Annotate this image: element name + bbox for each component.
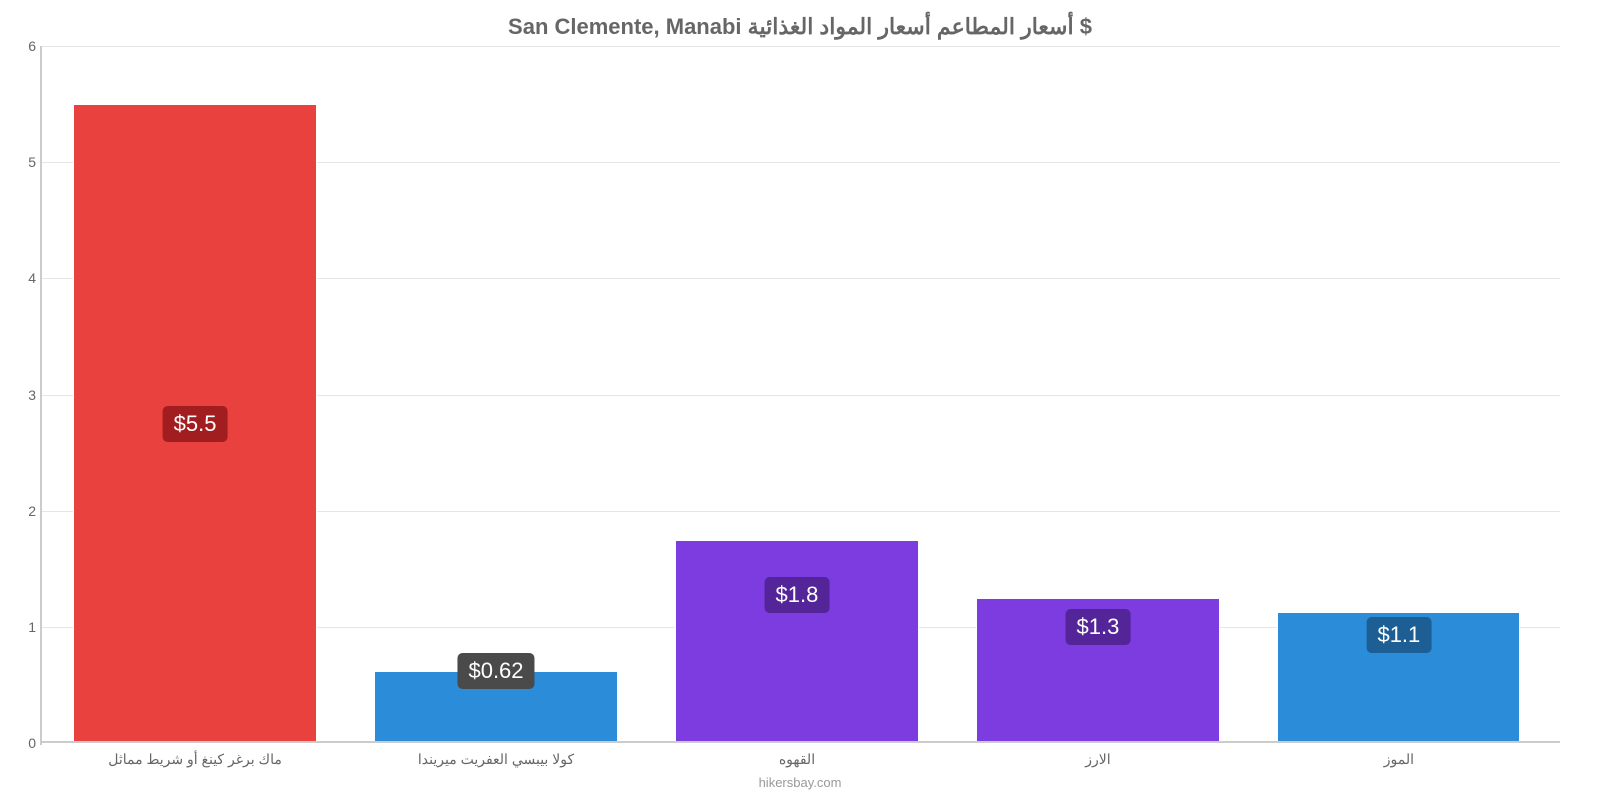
y-tick-label: 6 <box>28 38 36 54</box>
value-label: $5.5 <box>163 406 228 442</box>
chart-container: San Clemente, Manabi أسعار المطاعم أسعار… <box>0 0 1600 800</box>
y-tick-label: 2 <box>28 503 36 519</box>
y-tick-label: 3 <box>28 387 36 403</box>
bars-layer: $5.5 $0.62 $1.8 $1.3 $1.1 <box>40 46 1560 743</box>
y-axis-line <box>40 46 42 745</box>
x-tick-label: الارز <box>1085 751 1110 768</box>
x-tick-label: القهوه <box>779 751 815 768</box>
y-tick-label: 0 <box>28 735 36 751</box>
chart-credit: hikersbay.com <box>0 775 1600 800</box>
y-tick-label: 1 <box>28 619 36 635</box>
value-label: $1.3 <box>1065 609 1130 645</box>
x-axis-line <box>40 741 1560 743</box>
x-tick-label: كولا بيبسي العفريت ميريندا <box>418 751 574 768</box>
value-label: $1.8 <box>765 577 830 613</box>
bar <box>675 540 918 743</box>
x-axis-labels: ماك برغر كينغ أو شريط مماثل كولا بيبسي ال… <box>40 747 1560 775</box>
y-tick-label: 4 <box>28 270 36 286</box>
value-label: $1.1 <box>1366 617 1431 653</box>
x-tick-label: الموز <box>1384 751 1414 768</box>
chart-title: San Clemente, Manabi أسعار المطاعم أسعار… <box>0 0 1600 46</box>
value-label: $0.62 <box>457 653 534 689</box>
y-axis: 0123456 <box>10 46 40 743</box>
x-tick-label: ماك برغر كينغ أو شريط مماثل <box>108 751 282 768</box>
y-tick-label: 5 <box>28 154 36 170</box>
plot-area: 0123456 $5.5$0.62$1.8$1.3$1.1 <box>40 46 1560 743</box>
